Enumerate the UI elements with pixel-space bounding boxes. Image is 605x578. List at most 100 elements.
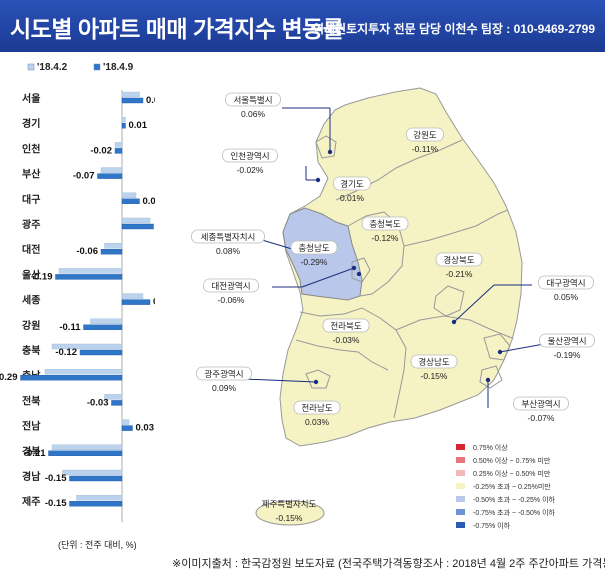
legend-color-swatch bbox=[456, 522, 465, 528]
region-name: 충청북도 bbox=[369, 219, 400, 229]
category-label: 대전 bbox=[22, 243, 40, 256]
region-label-daegu: 대구광역시 0.05% bbox=[538, 275, 594, 302]
region-value: -0.15% bbox=[421, 371, 448, 381]
label-bubble bbox=[406, 127, 444, 142]
data-label: -0.07 bbox=[73, 171, 95, 182]
bar bbox=[104, 394, 123, 400]
category-label: 전남 bbox=[22, 420, 41, 433]
region-value: 0.09% bbox=[212, 383, 237, 393]
bar bbox=[48, 450, 123, 456]
bar bbox=[44, 369, 123, 375]
region-value: -0.21% bbox=[446, 269, 473, 279]
data-label: -0.06 bbox=[76, 246, 98, 257]
region-value: -0.03% bbox=[333, 335, 360, 345]
region-name: 경상북도 bbox=[443, 255, 474, 265]
bar bbox=[121, 293, 144, 299]
category-label: 서울 bbox=[22, 92, 40, 105]
region-name: 울산광역시 bbox=[547, 336, 586, 346]
region-value: -0.02% bbox=[237, 165, 264, 175]
region-label-daejeon: 대전광역시 -0.06% bbox=[203, 278, 259, 305]
bar bbox=[121, 91, 140, 98]
label-bubble bbox=[333, 176, 371, 191]
bar bbox=[20, 375, 123, 381]
bar bbox=[51, 444, 123, 450]
legend-item: 0.50% 이상 ~ 0.75% 미만 bbox=[456, 454, 586, 467]
data-label: -0.15 bbox=[45, 498, 67, 509]
label-bubble bbox=[222, 148, 278, 163]
bar bbox=[79, 349, 123, 356]
legend-range-label: -0.25% 초과 ~ 0.25%미만 bbox=[473, 484, 551, 491]
bar bbox=[104, 242, 123, 249]
data-label: -0.15 bbox=[45, 473, 67, 484]
legend-color-swatch bbox=[456, 496, 465, 502]
label-bubble bbox=[293, 400, 341, 415]
bar bbox=[121, 116, 126, 123]
category-label: 제주 bbox=[22, 495, 40, 508]
region-name: 경기도 bbox=[340, 179, 364, 189]
region-label-gangwon: 강원도 -0.11% bbox=[406, 127, 444, 154]
region-name: 세종특별자치시 bbox=[201, 232, 256, 242]
legend-range-label: 0.75% 이상 bbox=[473, 445, 508, 452]
label-bubble bbox=[513, 396, 569, 411]
region-label-jeju: 제주특별자치도 -0.15% bbox=[262, 499, 317, 523]
region-value: -0.19% bbox=[554, 350, 581, 360]
bar bbox=[76, 495, 123, 501]
category-label: 경기 bbox=[22, 117, 40, 130]
category-label: 울산 bbox=[22, 268, 41, 281]
data-label: -0.11 bbox=[59, 322, 81, 333]
label-bubble bbox=[435, 252, 483, 267]
region-label-jeonnam: 전라남도 0.03% bbox=[293, 400, 341, 427]
legend-color-swatch bbox=[456, 470, 465, 476]
bar bbox=[100, 167, 123, 173]
legend-color-swatch bbox=[456, 509, 465, 515]
data-label: 0.01 bbox=[129, 120, 148, 131]
bar bbox=[121, 97, 144, 104]
legend-color-swatch bbox=[456, 444, 465, 450]
bar bbox=[69, 475, 123, 482]
legend-range-label: 0.50% 이상 ~ 0.75% 미만 bbox=[473, 458, 551, 465]
legend-range-label: -0.75% 초과 ~ -0.50% 이하 bbox=[473, 510, 555, 517]
legend-color-swatch bbox=[456, 457, 465, 463]
region-label-sejong: 세종특별자치시 0.08% bbox=[191, 229, 265, 256]
data-label: -0.12 bbox=[55, 347, 77, 358]
jeju-island bbox=[255, 500, 325, 526]
bar bbox=[62, 469, 123, 476]
legend-label: '18.4.2 bbox=[37, 62, 68, 73]
region-name: 전라북도 bbox=[330, 321, 361, 331]
region-name: 인천광역시 bbox=[230, 151, 269, 161]
bar bbox=[83, 324, 123, 330]
data-label: -0.29 bbox=[0, 372, 18, 383]
category-label: 경북 bbox=[22, 445, 40, 458]
region-label-busan: 부산광역시 -0.07% bbox=[513, 396, 569, 423]
category-label: 전북 bbox=[22, 394, 40, 407]
data-label: -0.21 bbox=[24, 448, 46, 459]
contact-subtitle: 역세권토지투자 전문 담당 이천수 팀장 : 010-9469-2799 bbox=[312, 22, 595, 36]
region-label-gyeongnam: 경상남도 -0.15% bbox=[410, 354, 458, 381]
data-label: -0.03 bbox=[87, 397, 109, 408]
bar bbox=[55, 274, 123, 280]
legend-item: -0.75% 초과 ~ -0.50% 이하 bbox=[456, 506, 586, 519]
bar bbox=[100, 248, 123, 255]
bar bbox=[121, 223, 154, 230]
legend-color-swatch bbox=[456, 483, 465, 489]
region-name: 경상남도 bbox=[418, 357, 449, 367]
legend-range-label: -0.75% 이하 bbox=[473, 523, 511, 530]
region-value: 0.06% bbox=[241, 109, 266, 119]
bar-chart: '18.4.2 '18.4.9 서울 0.06 경기 0.01 인천 -0.02 부산 -0.07… bbox=[0, 62, 155, 523]
data-label: 0.08 bbox=[153, 297, 155, 308]
category-label: 부산 bbox=[22, 168, 41, 181]
legend-item: 0.25% 이상 ~ 0.50% 미만 bbox=[456, 467, 586, 480]
bar bbox=[58, 268, 123, 274]
legend-item: 0.75% 이상 bbox=[456, 441, 586, 454]
category-label: 강원 bbox=[22, 319, 40, 332]
bar bbox=[69, 501, 123, 507]
label-bubble bbox=[191, 229, 265, 244]
bar bbox=[51, 343, 123, 350]
category-label: 대구 bbox=[22, 193, 40, 206]
region-value: 0.01% bbox=[340, 193, 365, 203]
region-name: 광주광역시 bbox=[204, 369, 243, 379]
header-banner: 시도별 아파트 매매 가격지수 변동률 역세권토지투자 전문 담당 이천수 팀장… bbox=[0, 0, 605, 52]
legend-range-label: -0.50% 초과 ~ -0.25% 이하 bbox=[473, 497, 555, 504]
category-label: 세종 bbox=[22, 294, 40, 307]
region-name: 부산광역시 bbox=[521, 399, 560, 409]
